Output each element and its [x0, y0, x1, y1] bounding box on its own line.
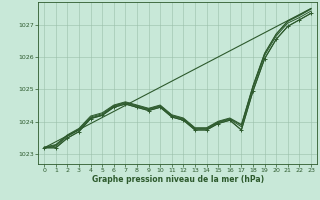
- X-axis label: Graphe pression niveau de la mer (hPa): Graphe pression niveau de la mer (hPa): [92, 175, 264, 184]
